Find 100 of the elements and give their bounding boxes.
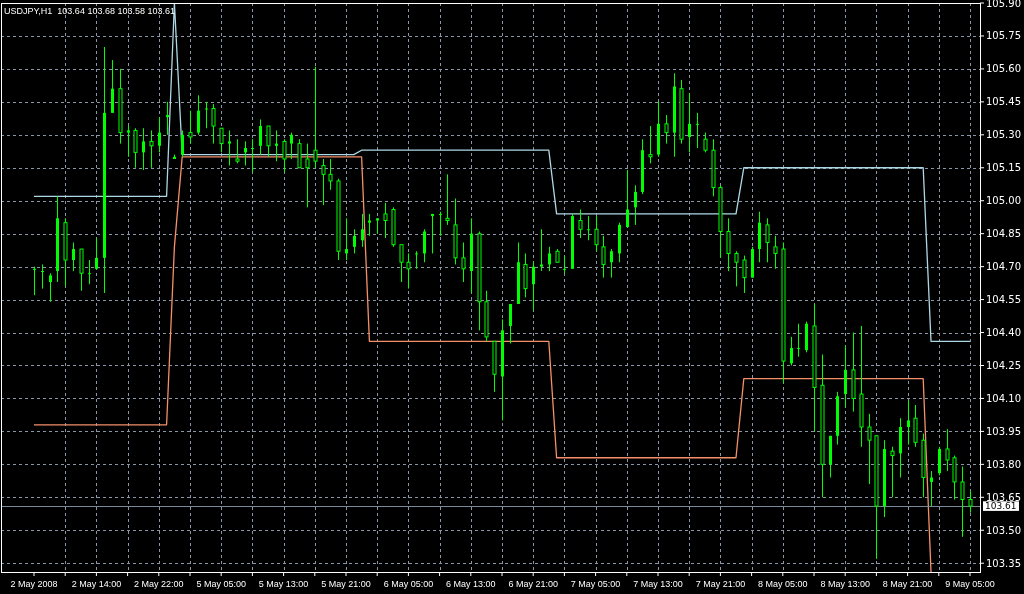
candlestick xyxy=(95,237,98,270)
x-tick-label: 6 May 05:00 xyxy=(383,579,434,589)
x-tick-label: 6 May 21:00 xyxy=(508,579,558,589)
candlestick xyxy=(133,127,138,169)
x-tick-label: 5 May 05:00 xyxy=(196,579,246,589)
candlestick xyxy=(626,169,629,228)
candlestick xyxy=(383,202,388,239)
candlestick xyxy=(968,490,973,514)
candlestick xyxy=(726,217,731,272)
candlestick xyxy=(797,323,800,358)
candlestick xyxy=(907,400,910,446)
candlestick xyxy=(127,125,130,158)
candlestick xyxy=(790,336,793,366)
candlestick xyxy=(703,132,708,153)
x-tick-label: 6 May 13:00 xyxy=(446,579,496,589)
candlestick xyxy=(532,261,535,312)
y-tick-label: 105.75 xyxy=(986,30,1021,42)
candlestick xyxy=(548,246,551,272)
candlestick xyxy=(445,173,450,226)
candlestick xyxy=(890,446,895,498)
x-tick-label: 7 May 13:00 xyxy=(633,579,683,589)
candlestick xyxy=(33,266,36,296)
candlestick xyxy=(742,255,747,294)
y-tick-label: 104.25 xyxy=(986,359,1021,371)
y-tick-label: 104.55 xyxy=(986,294,1021,306)
candlestick xyxy=(158,116,161,153)
candlestick xyxy=(188,110,193,145)
candlestick xyxy=(266,125,271,158)
candlestick xyxy=(235,138,240,164)
candlestick xyxy=(399,244,404,283)
ref-line-label: 103.61 xyxy=(985,501,1017,512)
candlestick xyxy=(423,228,426,263)
candlestick xyxy=(368,213,371,237)
y-tick-label: 104.85 xyxy=(986,228,1021,240)
y-tick-label: 105.60 xyxy=(986,63,1021,75)
candlestick xyxy=(765,217,770,263)
y-tick-label: 105.45 xyxy=(986,96,1021,108)
candlestick xyxy=(773,235,778,270)
candlestick xyxy=(251,138,254,173)
x-tick-label: 7 May 05:00 xyxy=(570,579,621,589)
candlestick xyxy=(72,241,75,272)
candlestick xyxy=(578,209,583,239)
candlestick xyxy=(540,228,543,272)
candlestick xyxy=(664,114,669,145)
candlestick xyxy=(406,252,411,290)
candlestick xyxy=(415,250,418,270)
y-tick-label: 104.70 xyxy=(986,261,1021,273)
candlestick xyxy=(688,92,691,153)
x-tick-label: 8 May 13:00 xyxy=(820,579,870,589)
candlestick xyxy=(282,138,287,173)
candlestick xyxy=(205,101,208,129)
candlestick xyxy=(313,66,318,169)
candlestick xyxy=(211,103,216,145)
candlestick xyxy=(353,228,356,254)
y-tick-label: 104.10 xyxy=(986,392,1021,404)
candlestick xyxy=(734,250,739,287)
y-tick-label: 103.65 xyxy=(986,491,1021,503)
candlestick xyxy=(610,248,613,279)
candlestick xyxy=(41,263,44,290)
candlestick xyxy=(228,129,231,167)
y-tick-label: 103.95 xyxy=(986,425,1021,437)
candlestick xyxy=(461,241,466,283)
candlestick xyxy=(696,112,699,149)
x-tick-label: 5 May 13:00 xyxy=(258,579,309,589)
candlestick xyxy=(594,215,599,252)
candlestick xyxy=(290,132,293,160)
candlestick xyxy=(49,272,52,303)
candlestick xyxy=(305,143,310,208)
candlestick xyxy=(197,94,200,136)
candlestick xyxy=(960,466,965,538)
candlestick xyxy=(439,211,442,237)
candlestick xyxy=(601,235,606,279)
candlestick xyxy=(259,118,262,156)
x-tick-label: 7 May 21:00 xyxy=(695,579,746,589)
y-tick-label: 105.30 xyxy=(986,129,1021,141)
candlestick xyxy=(361,213,364,248)
y-tick-label: 103.50 xyxy=(986,524,1021,536)
x-tick-label: 2 May 2008 xyxy=(10,579,58,589)
candlestick xyxy=(945,428,950,472)
x-tick-label: 5 May 21:00 xyxy=(321,579,371,589)
x-tick-label: 9 May 05:00 xyxy=(945,579,995,589)
candlestick xyxy=(328,158,333,191)
y-tick-label: 103.35 xyxy=(986,557,1021,569)
candlestick xyxy=(88,259,91,285)
x-tick-label: 2 May 22:00 xyxy=(134,579,184,589)
candlestick xyxy=(867,413,872,485)
x-tick-label: 8 May 05:00 xyxy=(758,579,808,589)
y-tick-label: 105.15 xyxy=(986,162,1021,174)
candlestick xyxy=(509,303,512,345)
candlestick xyxy=(181,129,184,158)
candlestick xyxy=(219,127,224,153)
x-tick-label: 8 May 21:00 xyxy=(882,579,933,589)
candlestick xyxy=(321,158,326,206)
candlestick xyxy=(142,127,145,171)
candlestick xyxy=(587,215,590,241)
candlestick xyxy=(648,125,653,164)
candlestick xyxy=(244,140,247,167)
candlestick xyxy=(345,217,348,261)
candlestick xyxy=(634,184,637,226)
y-tick-label: 105.00 xyxy=(986,195,1021,207)
